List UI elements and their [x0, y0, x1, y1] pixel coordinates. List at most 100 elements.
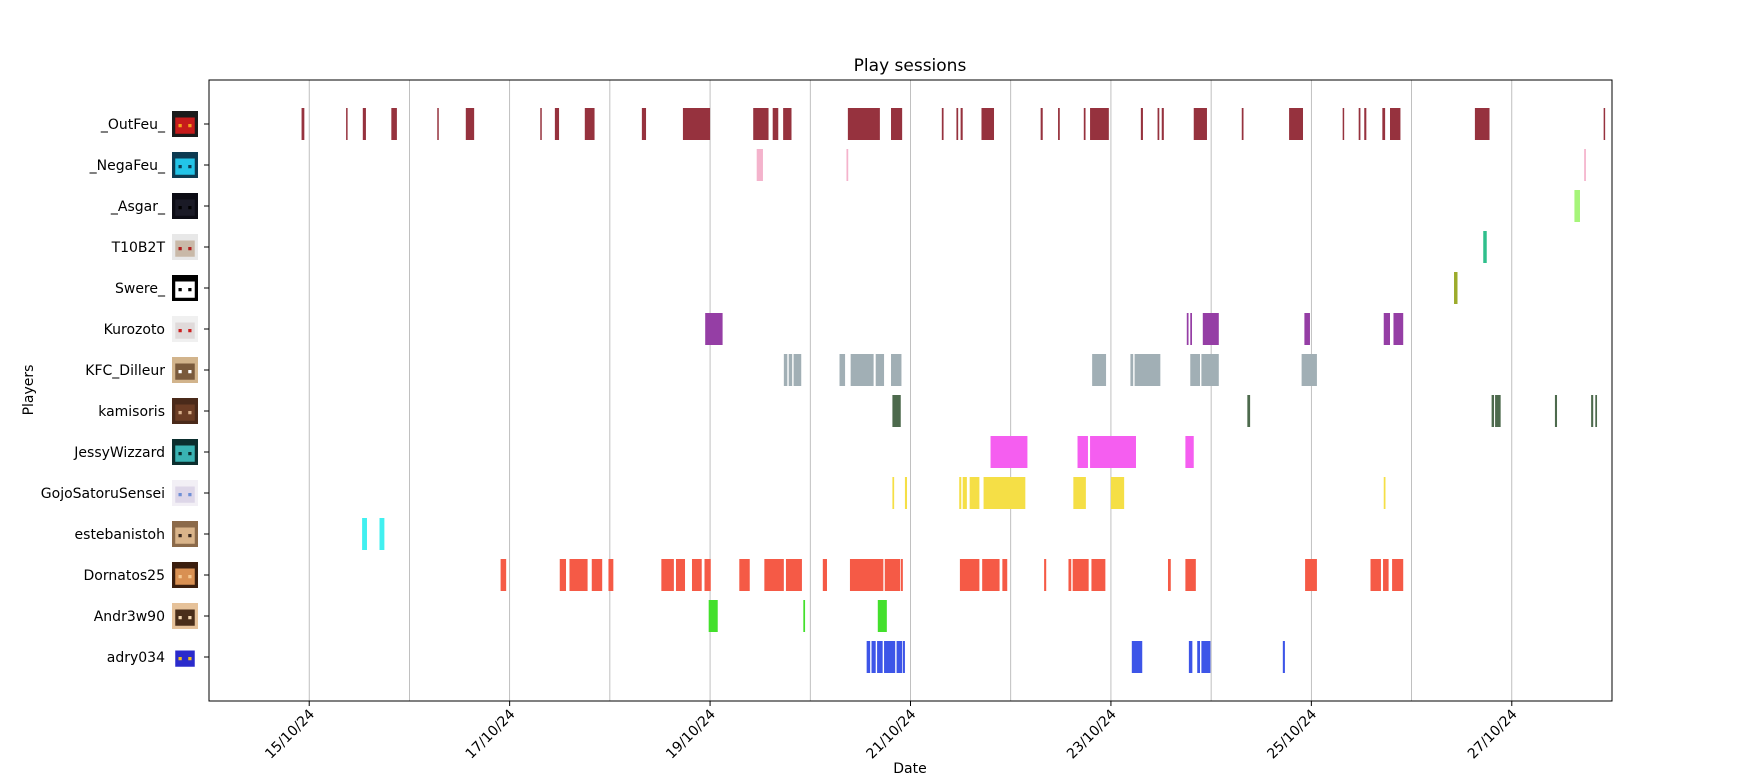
session-bar [391, 108, 397, 140]
session-bar [1454, 272, 1458, 304]
session-bar [1190, 354, 1201, 386]
player-label: T10B2T [111, 240, 166, 256]
session-bar [990, 436, 1028, 468]
session-bar [1092, 354, 1107, 386]
session-bar [871, 641, 876, 673]
session-bar [772, 108, 779, 140]
session-bar [1201, 354, 1219, 386]
session-bar [1491, 395, 1495, 427]
session-bar [1389, 108, 1401, 140]
session-bar [981, 108, 995, 140]
y-axis-ticks: _OutFeu_ _NegaFeu_ _Asgar_ T10B2T Swere_ Kuro… [41, 111, 209, 670]
session-bar [641, 108, 647, 140]
session-bar [1364, 108, 1367, 140]
session-bar [1370, 559, 1381, 591]
session-bar [884, 559, 901, 591]
session-bar [739, 559, 750, 591]
session-bar [783, 108, 792, 140]
session-bar [1190, 313, 1193, 345]
avatar-white-hair-icon [172, 234, 198, 260]
session-bar [803, 600, 806, 632]
session-bar [1185, 559, 1196, 591]
session-bar [705, 313, 723, 345]
session-bar [708, 600, 718, 632]
session-bar [437, 108, 439, 140]
session-bar [1044, 559, 1047, 591]
session-bar [982, 559, 1000, 591]
session-bar [1002, 559, 1008, 591]
session-bar [379, 518, 385, 550]
session-bar [1073, 477, 1086, 509]
session-bar [1282, 641, 1285, 673]
session-bar [884, 641, 896, 673]
session-bar [785, 559, 802, 591]
session-bar [1305, 559, 1316, 591]
session-bar [1072, 559, 1089, 591]
session-bar [822, 559, 827, 591]
session-bar [902, 641, 905, 673]
session-bar [1077, 436, 1088, 468]
session-bar [764, 559, 784, 591]
session-bar [1167, 559, 1171, 591]
player-label: GojoSatoruSensei [41, 486, 165, 502]
session-bar [1289, 108, 1304, 140]
session-bar [1584, 149, 1586, 181]
session-bar [1130, 354, 1134, 386]
session-bar [1311, 559, 1317, 591]
session-bar [969, 477, 980, 509]
player-label: estebanistoh [75, 527, 165, 543]
player-label: Kurozoto [104, 322, 165, 338]
session-bar [1554, 395, 1558, 427]
player-label: Dornatos25 [84, 568, 165, 584]
session-bar [1383, 477, 1386, 509]
session-bar [1201, 641, 1211, 673]
session-bar [875, 354, 885, 386]
session-bar [941, 108, 944, 140]
session-bar [569, 559, 588, 591]
session-bar [540, 108, 542, 140]
session-bar [1083, 108, 1086, 140]
avatar-teal-icon [172, 439, 198, 465]
avatar-dark-icon [172, 193, 198, 219]
session-bar [896, 641, 903, 673]
session-bar [1483, 231, 1487, 263]
session-bar [661, 559, 674, 591]
avatar-brown-icon [172, 398, 198, 424]
session-bar [1247, 395, 1251, 427]
session-bar [900, 559, 903, 591]
session-bar [1301, 354, 1317, 386]
session-bar [891, 354, 902, 386]
session-bar [704, 559, 711, 591]
player-label: Andr3w90 [94, 609, 165, 625]
session-bar [1186, 313, 1189, 345]
session-bar [1241, 108, 1244, 140]
session-bar [675, 559, 686, 591]
session-bar [1342, 108, 1345, 140]
session-bar [301, 108, 305, 140]
avatar-black-icon [172, 275, 198, 301]
session-bar [753, 108, 769, 140]
session-bar [554, 108, 560, 140]
session-bar [1393, 313, 1404, 345]
session-bar [1185, 436, 1194, 468]
session-bar [1090, 108, 1109, 140]
avatar-multicolor-icon [172, 644, 198, 670]
avatar-white-blue-eyes-icon [172, 480, 198, 506]
session-bar [1091, 559, 1106, 591]
session-bar [846, 149, 849, 181]
session-bar [691, 559, 702, 591]
session-bar [1304, 313, 1310, 345]
session-bar [591, 559, 603, 591]
session-bar [1161, 108, 1164, 140]
session-bar [1495, 395, 1501, 427]
session-bar [1110, 477, 1125, 509]
avatar-tan-brown-icon [172, 603, 198, 629]
session-bar [788, 354, 793, 386]
session-bar [1591, 395, 1594, 427]
session-bar [849, 559, 884, 591]
session-bar [1140, 108, 1143, 140]
session-bar [1134, 354, 1161, 386]
session-bar [892, 395, 901, 427]
session-bar [1383, 559, 1389, 591]
session-bars [301, 108, 1606, 673]
